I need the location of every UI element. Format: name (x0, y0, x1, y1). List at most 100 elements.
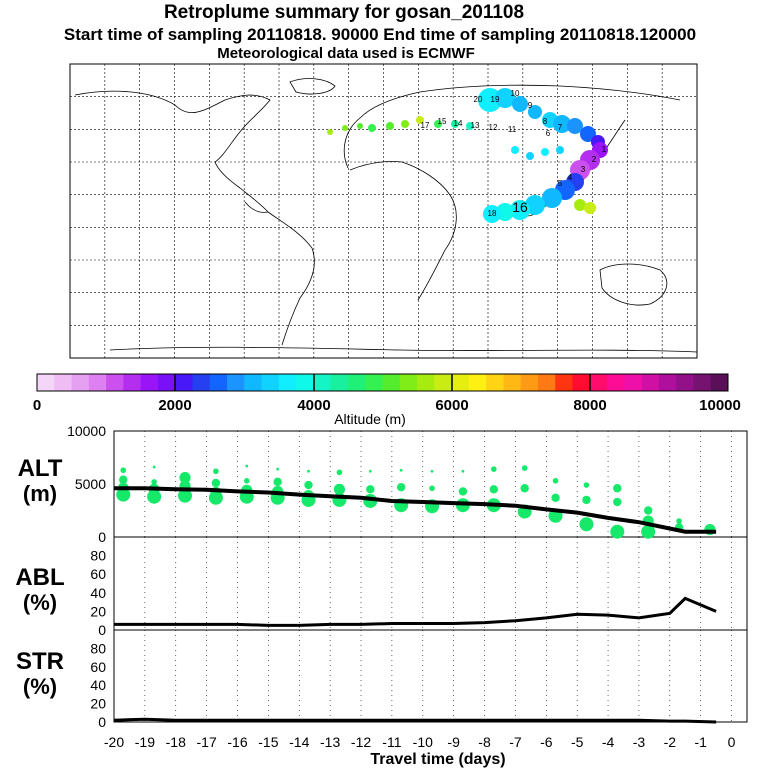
colorbar-swatch (175, 374, 193, 391)
alt-plume-marker (643, 506, 653, 515)
colorbar-swatch (88, 374, 107, 391)
colorbar-swatch (123, 374, 142, 391)
colorbar-swatch (330, 374, 349, 391)
colorbar-swatch (313, 374, 332, 391)
map-plume-marker (483, 205, 501, 223)
x-tick: -10 (413, 734, 433, 750)
map-plume-marker (386, 122, 394, 130)
colorbar-swatch (365, 374, 383, 391)
alt-mean-line (114, 486, 717, 534)
colorbar-tick-0: 0 (33, 397, 41, 414)
alt-plume-marker (613, 484, 622, 493)
x-tick: -9 (447, 734, 460, 750)
trajectory-label: 14 (454, 119, 463, 128)
colorbar-swatch (468, 374, 487, 391)
alt-plume-marker (152, 465, 156, 469)
y-tick: 10000 (67, 423, 106, 439)
colorbar-swatch (37, 374, 55, 391)
alt-plume-marker (178, 488, 193, 503)
colorbar-swatch (278, 374, 297, 391)
colorbar-swatch (261, 374, 280, 391)
alt-plume-marker (610, 524, 625, 539)
str-grid (113, 630, 732, 722)
colorbar-swatch (347, 374, 366, 391)
colorbar-swatch (555, 374, 574, 391)
colorbar-swatch (417, 374, 435, 391)
x-tick: -4 (602, 734, 615, 750)
y-tick: 80 (90, 548, 106, 564)
alt-plume-marker (208, 490, 223, 505)
alt-plume-marker (368, 469, 372, 473)
map-plume-marker (556, 146, 564, 154)
coast-south-america (267, 211, 315, 346)
x-tick: -14 (289, 734, 309, 750)
x-tick: -18 (166, 734, 186, 750)
colorbar-swatch (54, 374, 73, 391)
x-axis-label: Travel time (days) (370, 751, 505, 768)
alt-plume-marker (333, 483, 346, 495)
colorbar-swatch (486, 374, 504, 391)
coast-africa (349, 161, 457, 301)
alt-plume-marker (399, 468, 403, 472)
alt-plume-marker (273, 477, 282, 487)
alt-plume-marker (551, 493, 560, 502)
colorbar-tick-8000: 8000 (573, 397, 606, 414)
alt-plume-marker (461, 469, 465, 473)
colorbar-swatch (503, 374, 522, 391)
alt-plume-marker (147, 489, 162, 504)
trajectory-label: 9 (528, 101, 533, 110)
y-tick: 5000 (75, 476, 106, 492)
alt-plume-marker (489, 485, 498, 494)
trajectory-label: 15 (438, 117, 447, 126)
alt-plume-marker (579, 517, 594, 532)
alt-plume-marker (458, 487, 468, 496)
y-tick-labels: 0 5000 10000 0 20 40 60 80 0 20 40 60 80 (67, 423, 106, 730)
trajectory-label: 6 (546, 129, 551, 138)
alt-plume-marker (119, 475, 128, 484)
colorbar-swatch (296, 374, 314, 391)
x-tick-labels: -20 -19 -18 -17 -16 -15 -14 -13 -12 -11 -10 -9 -8 -7-… (104, 734, 736, 750)
colorbar-swatch (71, 374, 90, 391)
sampling-times: Start time of sampling 20110818. 90000 E… (63, 25, 697, 44)
x-tick: -11 (382, 734, 401, 750)
alt-plume-marker (211, 478, 221, 488)
x-tick: -16 (227, 734, 247, 750)
x-tick: -8 (478, 734, 491, 750)
alt-label: ALT (18, 455, 63, 482)
trajectory-label: 7 (558, 123, 563, 132)
y-tick: 40 (90, 585, 106, 601)
map-plume-marker (327, 129, 333, 135)
alt-plume-marker (641, 524, 656, 539)
colorbar-swatch (451, 374, 470, 391)
alt-plume-marker (243, 478, 250, 484)
y-tick: 0 (98, 714, 106, 730)
trajectory-label: 2 (592, 155, 597, 164)
colorbar-swatch (192, 374, 211, 391)
alt-plume-marker (120, 467, 127, 474)
y-tick: 80 (90, 640, 106, 656)
trajectory-label: 5 (558, 179, 563, 188)
map-plume-marker (357, 123, 363, 129)
x-tick: -17 (197, 734, 217, 750)
colorbar-swatch (399, 374, 418, 391)
alt-plume-marker (366, 485, 375, 494)
map-plume-marker (526, 152, 534, 160)
trajectory-label: 11 (508, 125, 517, 134)
alt-plume-marker (151, 479, 157, 485)
trajectory-label: 3 (581, 165, 586, 174)
coast-north-america (74, 90, 271, 213)
alt-plume-marker (307, 469, 310, 473)
alt-plume-marker (430, 469, 434, 473)
alt-plume-marker (179, 472, 191, 484)
colorbar-swatch (589, 374, 608, 391)
map-plume-marker (584, 202, 596, 214)
map-plume-marker (451, 120, 459, 128)
trajectory-label: 20 (474, 95, 483, 104)
abl-line (114, 596, 717, 627)
abl-grid (113, 537, 732, 630)
str-unit: (%) (23, 674, 57, 699)
trajectory-label: 13 (471, 121, 480, 130)
